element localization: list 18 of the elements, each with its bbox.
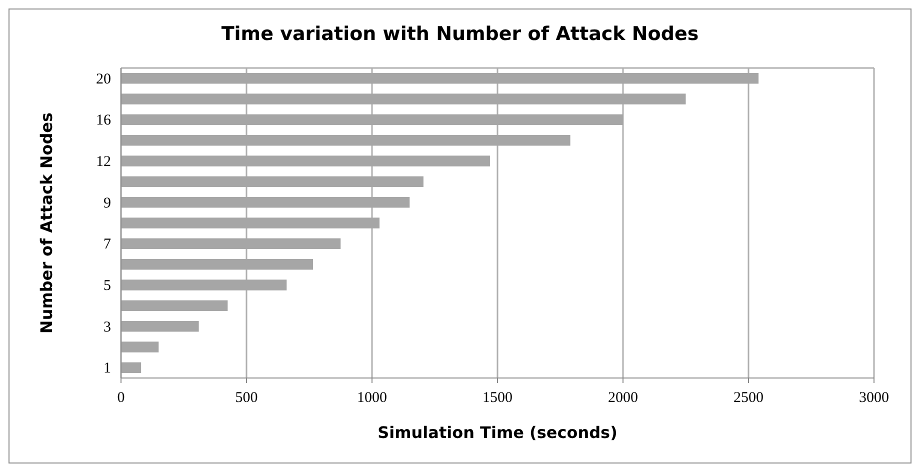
y-tick-label: 1	[104, 360, 111, 377]
x-tick-label: 1500	[482, 390, 512, 406]
y-tick-label: 16	[96, 112, 112, 129]
y-tick-label: 7	[104, 236, 112, 253]
y-axis-title: Number of Attack Nodes	[37, 112, 56, 334]
y-tick-label: 5	[104, 278, 111, 294]
x-tick-label: 2000	[608, 390, 638, 406]
x-tick-label: 2500	[734, 390, 764, 406]
x-tick-label: 3000	[859, 390, 889, 406]
x-axis-title: Simulation Time (seconds)	[378, 423, 618, 442]
x-tick-label: 0	[117, 390, 125, 406]
y-tick-label: 3	[104, 319, 111, 336]
x-tick-label: 500	[235, 390, 258, 406]
x-tick-label: 1000	[357, 390, 387, 406]
y-tick-label: 12	[96, 154, 111, 170]
chart-title: Time variation with Number of Attack Nodes	[221, 23, 699, 45]
y-tick-label: 20	[96, 71, 111, 88]
y-tick-label: 9	[104, 195, 111, 212]
